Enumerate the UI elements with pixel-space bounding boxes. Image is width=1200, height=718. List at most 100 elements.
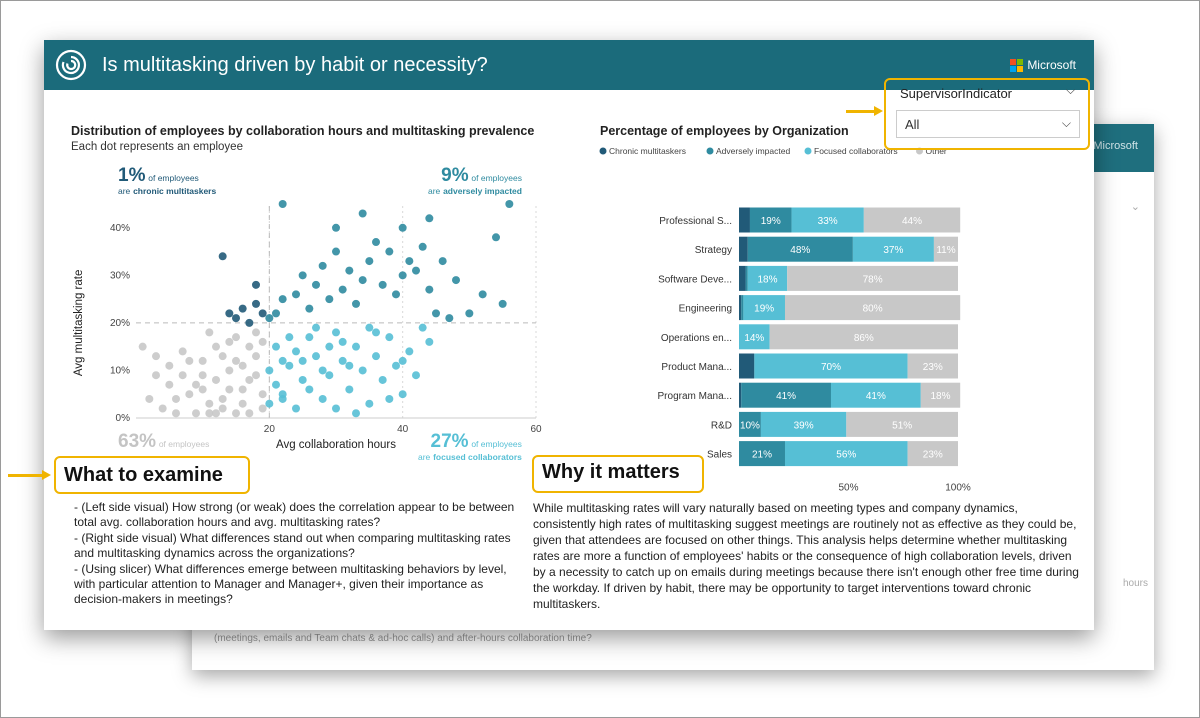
stat-pct: 63% [118, 431, 157, 452]
y-tick-label: 40% [110, 223, 130, 234]
scatter-point [252, 299, 260, 308]
scatter-point [465, 309, 474, 318]
bar-data-label: 21% [752, 450, 772, 461]
scatter-point [232, 409, 240, 418]
bar-segment [920, 382, 961, 408]
examine-item: - (Left side visual) How strong (or weak… [74, 500, 515, 530]
scatter-point [278, 295, 287, 304]
scatter-point [438, 257, 447, 266]
scatter-point [245, 375, 254, 384]
scatter-point [298, 375, 307, 384]
slicer-callout-highlight [884, 78, 1090, 150]
scatter-point [252, 371, 260, 380]
bar-data-label: 18% [930, 391, 950, 402]
scatter-point [398, 390, 407, 399]
scatter-point [192, 409, 200, 418]
scatter-point [325, 371, 334, 380]
scatter-point [405, 257, 414, 266]
legend-label: Focused collaborators [814, 146, 898, 156]
scatter-point [218, 352, 227, 361]
bar-segment [784, 295, 961, 321]
stat-category: chronic multitaskers [133, 186, 217, 196]
scatter-point [332, 404, 340, 413]
x-tick-label: 60 [530, 424, 542, 435]
scatter-point [198, 371, 207, 380]
examine-callout-arrow-icon [8, 470, 51, 480]
why-it-matters-heading: Why it matters [542, 461, 680, 483]
stat-prefix: are [418, 452, 431, 462]
bar-segment [907, 441, 958, 467]
scatter-point [398, 223, 407, 232]
scatter-point [178, 371, 187, 380]
stat-label: of employees [471, 173, 522, 183]
scatter-point [152, 371, 160, 380]
stat-label: of employees [148, 173, 199, 183]
legend-marker [804, 147, 812, 155]
microsoft-squares-icon [1010, 58, 1024, 72]
scatter-point [258, 390, 267, 399]
scatter-point [172, 409, 180, 418]
bar-segment [787, 265, 958, 291]
stat-category: adversely impacted [443, 186, 522, 196]
report-page: Is multitasking driven by habit or neces… [44, 40, 1094, 630]
scatter-point [345, 266, 354, 275]
bar-segment [739, 441, 785, 467]
bar-data-label: 41% [866, 391, 886, 402]
bar-category-label: Operations en... [661, 333, 732, 344]
scatter-point [245, 342, 254, 351]
background-partial-text: hours [1122, 578, 1148, 589]
scatter-point [318, 261, 327, 270]
scatter-point [372, 352, 380, 361]
stat-category: focused collaborators [433, 452, 522, 462]
scatter-point [378, 375, 387, 384]
scatter-point [412, 266, 420, 275]
scatter-point [385, 247, 394, 256]
scatter-point [412, 371, 420, 380]
bar-segment [739, 236, 748, 262]
supervisor-indicator-dropdown[interactable]: All ⌵ [896, 110, 1080, 138]
scatter-point [218, 252, 227, 261]
slicer-collapse-chevron-icon[interactable]: ⌵ [1066, 83, 1076, 97]
y-tick-label: 10% [110, 365, 130, 376]
scatter-point [358, 276, 367, 285]
scatter-point [318, 394, 327, 403]
scatter-point [352, 342, 360, 351]
bar-segment [791, 207, 864, 233]
scatter-point [198, 356, 207, 365]
scatter-point [238, 361, 247, 370]
bar-chart-title: Percentage of employees by Organization [600, 124, 849, 138]
scatter-point [352, 409, 360, 418]
microsoft-logo: Microsoft [1010, 58, 1076, 72]
scatter-point [225, 385, 234, 394]
scatter-point [432, 309, 440, 318]
bar-segment [747, 236, 853, 262]
legend-label: Other [926, 146, 947, 156]
scatter-point [425, 285, 434, 294]
scatter-point [372, 328, 380, 337]
scatter-point [312, 323, 320, 332]
scatter-point [398, 271, 407, 280]
background-brand: Microsoft [1093, 140, 1138, 152]
scatter-point [265, 366, 274, 375]
bar-data-label: 23% [923, 450, 943, 461]
x-tick-label: 20 [264, 424, 276, 435]
legend-marker [706, 147, 714, 155]
x-tick-label: 50% [838, 483, 858, 494]
bar-data-label: 33% [818, 216, 838, 227]
bar-data-label: 80% [863, 304, 883, 315]
stat-pct: 27% [430, 431, 469, 452]
scatter-subtitle: Each dot represents an employee [71, 141, 243, 153]
scatter-point [392, 290, 400, 299]
bar-data-label: 10% [740, 420, 760, 431]
scatter-point [258, 337, 267, 346]
bar-segment [739, 207, 750, 233]
scatter-point [418, 242, 427, 251]
scatter-point [172, 394, 180, 403]
stat-adversely-impacted: 9% of employees are adversely impacted [428, 166, 522, 198]
scatter-point [505, 200, 514, 208]
scatter-point [205, 328, 214, 337]
scatter-point [278, 356, 287, 365]
scatter-point [212, 342, 220, 351]
scatter-point [325, 295, 334, 304]
bar-segment [747, 265, 788, 291]
